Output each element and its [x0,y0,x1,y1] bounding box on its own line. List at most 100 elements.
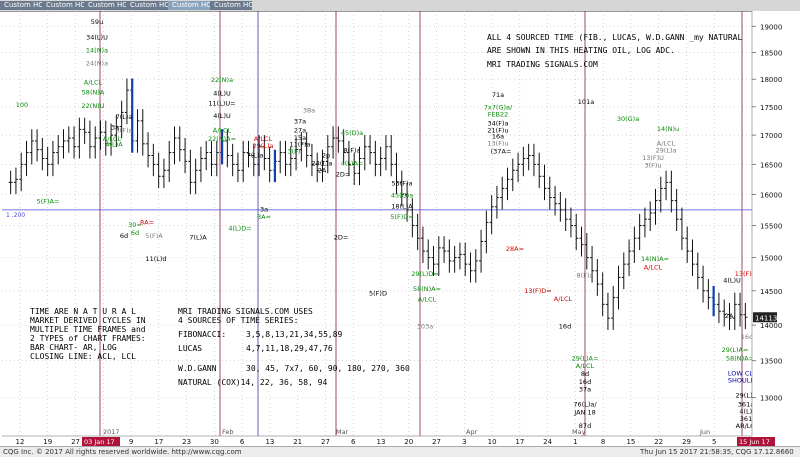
cycle-annotation: SHOULD BE [728,377,766,385]
copyright-text: CQG Inc. © 2017 All rights reserved worl… [3,448,242,456]
cycle-annotation: 4(L)A= [341,160,364,168]
cycle-annotation: AR/LOG [736,422,761,430]
cycle-annotation: 28A= [506,245,524,253]
x-tick-label: 29 [682,438,691,446]
chart-tab[interactable]: Custom HOE_ADC [84,1,126,10]
month-label: 2017 [103,428,120,436]
cycle-annotation: 6d [131,229,139,237]
cycle-annotation: 22(N)A= [208,135,236,143]
chart-tab-bar: Custom HOE_ADC Custom HOE_ADC Custom HOE… [0,0,800,12]
time-series-title2: 4 SOURCES OF TIME SERIES: [178,316,299,325]
cycle-annotation: 29(L)A= [722,346,749,354]
cycle-annotation: 16a [492,133,504,141]
x-tick-label: 21 [293,438,302,446]
chart-tab[interactable]: Custom HOE_ADC [42,1,84,10]
x-tick-label: 6 [351,438,356,446]
y-tick-label: 16500 [760,161,782,169]
x-tick-label: 20 [404,438,413,446]
cycle-annotation: 2A [318,167,327,175]
gann-values: 30, 45, 7x7, 60, 90, 180, 270, 360 [246,364,410,373]
cycle-annotation: 38a [303,106,315,114]
cycle-annotation: 361a [738,401,754,409]
cycle-annotation: (37A= [491,148,512,156]
x-tick-label: 10 [488,438,497,446]
x-tick-label: 27 [321,438,330,446]
left-note-line: 2 TYPES of CHART FRAMES: [30,334,146,343]
cycle-annotation: 37a [579,386,591,394]
y-tick-label: 19000 [760,23,782,31]
cycle-annotation: FEB22 [488,110,509,118]
cycle-annotation: 3(F) [288,148,301,156]
cycle-annotation: 303a [417,323,433,331]
cycle-annotation: 13(F)u [487,140,508,148]
chart-tab[interactable]: Custom HOE_ADC [0,1,42,10]
x-tick-label: 27 [432,438,441,446]
y-tick-label: 16000 [760,191,782,199]
y-tick-label: 13500 [760,358,782,366]
y-tick-label: 17500 [760,104,782,112]
cycle-annotation: 8(F)a [116,126,133,134]
left-note-line: CLOSING LINE: ACL, LCL [30,352,136,361]
cycle-annotation: A/LCL [576,362,595,370]
price-bar-chart: 1 .200 59u34(L)U14(N)a24(N)aA/LCL58(N)A2… [2,11,800,446]
cycle-annotation: A/LCL [657,140,676,148]
cycle-annotation: 3(F)u [644,161,661,169]
cycle-annotation: 3a [111,123,119,131]
left-note-line: TIME ARE N A T U R A L [30,307,136,316]
lucas-values: 4,7,11,18,29,47,76 [246,344,333,353]
month-label: Jun [699,428,710,436]
chart-tab-active[interactable]: Custom HOE_ADC [168,1,210,10]
cycle-annotation: 100 [16,101,28,109]
y-tick-label: 18500 [760,49,782,57]
cycle-annotation: 14(N)a [86,46,108,54]
x-tick-label: 23 [182,438,191,446]
cycle-annotation: 29(L)D= [411,270,438,278]
top-note-line1: ALL 4 SOURCED TIME (FIB., LUCAS, W.D.GAN… [487,33,743,42]
chart-tab[interactable]: Custom HOE_ADC [126,1,168,10]
cycle-annotation: 15a [294,134,306,142]
x-tick-label: 19 [43,438,52,446]
y-axis-panel [752,11,800,446]
cycle-annotation: 29(L)a [736,392,757,400]
status-bar: CQG Inc. © 2017 All rights reserved worl… [0,446,800,457]
cycle-annotation: 45(D)a [341,129,363,137]
cycle-annotation: 2D= [334,234,349,242]
cycle-annotation: 3a [260,206,268,214]
cycle-annotation: 13(F)D= [524,287,552,295]
cycle-annotation: 8(F)a [344,147,361,155]
gann-label: W.D.GANN [178,364,217,373]
cycle-annotation: 21(F)u [487,126,508,134]
cycle-annotation: 11(F)a [289,141,310,149]
month-label: Feb [222,428,234,436]
y-tick-label: 15000 [760,255,782,263]
cycle-annotation: JAN 18 [573,408,595,416]
cycle-annotation: 8(F)a [577,271,594,279]
cycle-annotation: 101a [578,98,594,106]
cycle-annotation: 58(N)A= [726,355,754,363]
x-tick-label: 3 [462,438,466,446]
left-note-line: MARKET DERIVED CYCLES IN [30,316,146,325]
x-tick-label: 22 [654,438,663,446]
cycle-annotation: A/LCL [554,295,573,303]
cycle-annotation: 29(L)a [656,147,677,155]
x-tick-label: 15 [626,438,635,446]
top-note-line2: ARE SHOWN IN THIS HEATING OIL, LOG ADC. [487,46,675,55]
y-tick-label: 14000 [760,322,782,330]
cycle-annotation: 14(N)A= [641,255,669,263]
y-tick-label: 13000 [760,395,782,403]
last-price-label: 14113 [755,314,777,322]
cycle-annotation: 16d [579,378,591,386]
chart-tab[interactable]: Custom HOE_ADC [210,1,252,10]
x-tick-label: 13 [377,438,386,446]
cycle-annotation: A/LCL [84,79,103,87]
cycle-annotation: 13(F)= [735,270,758,278]
cycle-annotation: 14(N)u [657,125,679,133]
highlight-date-box [737,437,775,446]
time-series-title1: MRI TRADING SIGNALS.COM USES [178,307,313,316]
cycle-annotation: A/LCL [644,263,663,271]
cycle-annotation: 22(N)U [82,102,105,110]
cycle-annotation: 361a [740,415,756,423]
cycle-annotation: 7(L)A [189,234,207,242]
cycle-annotation: 22(N)a [211,76,233,84]
cycle-annotation: 37a [294,118,306,126]
